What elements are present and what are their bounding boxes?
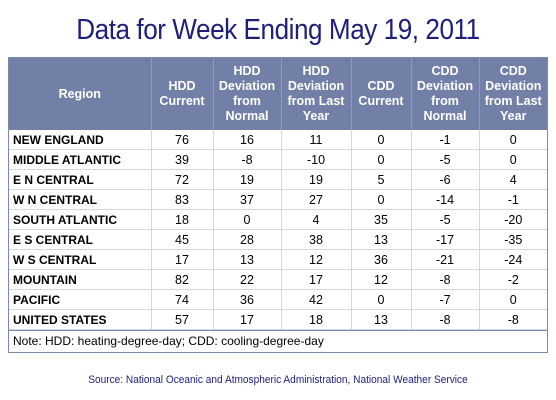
value-cell: 18 xyxy=(151,209,214,230)
table-row: W S CENTRAL 17 13 12 36 -21 -24 xyxy=(9,249,547,270)
value-cell: 28 xyxy=(213,229,282,250)
value-cell: 5 xyxy=(351,169,412,190)
table-body: NEW ENGLAND 76 16 11 0 -1 0 MIDDLE ATLANTIC 39 -8… xyxy=(9,130,547,330)
value-cell: 12 xyxy=(351,269,412,290)
value-cell: 36 xyxy=(213,289,282,310)
value-cell: 35 xyxy=(351,209,412,230)
weather-data-table: Region HDD Current HDD Deviation from No… xyxy=(9,58,547,330)
table-row: E N CENTRAL 72 19 19 5 -6 4 xyxy=(9,169,547,190)
value-cell: 17 xyxy=(151,249,214,270)
value-cell: -8 xyxy=(213,149,282,170)
value-cell: -17 xyxy=(411,229,480,250)
value-cell: 72 xyxy=(151,169,214,190)
table-row: PACIFIC 74 36 42 0 -7 0 xyxy=(9,289,547,310)
value-cell: -1 xyxy=(411,130,480,150)
value-cell: -5 xyxy=(411,209,480,230)
value-cell: 0 xyxy=(351,189,412,210)
chart-title: Data for Week Ending May 19, 2011 xyxy=(76,14,480,46)
value-cell: 0 xyxy=(351,289,412,310)
value-cell: -35 xyxy=(479,229,547,250)
column-header: CDD Deviation from Last Year xyxy=(479,58,547,130)
value-cell: 4 xyxy=(281,209,352,230)
value-cell: 13 xyxy=(351,309,412,330)
value-cell: -6 xyxy=(411,169,480,190)
data-table-container: Region HDD Current HDD Deviation from No… xyxy=(8,57,548,353)
value-cell: 4 xyxy=(479,169,547,190)
value-cell: 83 xyxy=(151,189,214,210)
column-header: CDD Current xyxy=(351,58,412,130)
column-header: HDD Deviation from Normal xyxy=(213,58,282,130)
value-cell: -8 xyxy=(411,309,480,330)
table-row: E S CENTRAL 45 28 38 13 -17 -35 xyxy=(9,229,547,250)
value-cell: -24 xyxy=(479,249,547,270)
region-cell: MIDDLE ATLANTIC xyxy=(9,149,152,170)
value-cell: 0 xyxy=(479,149,547,170)
value-cell: 0 xyxy=(213,209,282,230)
value-cell: -8 xyxy=(411,269,480,290)
value-cell: 18 xyxy=(281,309,352,330)
value-cell: -1 xyxy=(479,189,547,210)
region-cell: MOUNTAIN xyxy=(9,269,152,290)
value-cell: 22 xyxy=(213,269,282,290)
value-cell: -10 xyxy=(281,149,352,170)
column-header: HDD Deviation from Last Year xyxy=(281,58,352,130)
value-cell: 17 xyxy=(213,309,282,330)
header-row: Region HDD Current HDD Deviation from No… xyxy=(9,58,547,130)
value-cell: -14 xyxy=(411,189,480,210)
region-cell: NEW ENGLAND xyxy=(9,130,152,150)
value-cell: 17 xyxy=(281,269,352,290)
value-cell: 13 xyxy=(351,229,412,250)
region-cell: E S CENTRAL xyxy=(9,229,152,250)
value-cell: -7 xyxy=(411,289,480,310)
column-header: HDD Current xyxy=(151,58,214,130)
value-cell: 42 xyxy=(281,289,352,310)
value-cell: 11 xyxy=(281,130,352,150)
region-cell: E N CENTRAL xyxy=(9,169,152,190)
value-cell: 0 xyxy=(479,289,547,310)
value-cell: 19 xyxy=(281,169,352,190)
value-cell: 0 xyxy=(351,149,412,170)
table-row: SOUTH ATLANTIC 18 0 4 35 -5 -20 xyxy=(9,209,547,230)
value-cell: 74 xyxy=(151,289,214,310)
value-cell: -5 xyxy=(411,149,480,170)
value-cell: 12 xyxy=(281,249,352,270)
source-text: Source: National Oceanic and Atmospheric… xyxy=(88,374,468,386)
value-cell: -8 xyxy=(479,309,547,330)
table-row: UNITED STATES 57 17 18 13 -8 -8 xyxy=(9,309,547,330)
value-cell: 13 xyxy=(213,249,282,270)
value-cell: 19 xyxy=(213,169,282,190)
value-cell: 76 xyxy=(151,130,214,150)
table-row: NEW ENGLAND 76 16 11 0 -1 0 xyxy=(9,130,547,150)
value-cell: 38 xyxy=(281,229,352,250)
value-cell: -20 xyxy=(479,209,547,230)
value-cell: 39 xyxy=(151,149,214,170)
value-cell: 16 xyxy=(213,130,282,150)
value-cell: -2 xyxy=(479,269,547,290)
value-cell: -21 xyxy=(411,249,480,270)
value-cell: 0 xyxy=(351,130,412,150)
table-row: MOUNTAIN 82 22 17 12 -8 -2 xyxy=(9,269,547,290)
value-cell: 57 xyxy=(151,309,214,330)
value-cell: 37 xyxy=(213,189,282,210)
region-cell: SOUTH ATLANTIC xyxy=(9,209,152,230)
value-cell: 45 xyxy=(151,229,214,250)
value-cell: 0 xyxy=(479,130,547,150)
region-cell: PACIFIC xyxy=(9,289,152,310)
table-row: W N CENTRAL 83 37 27 0 -14 -1 xyxy=(9,189,547,210)
column-header: Region xyxy=(9,58,152,130)
column-header: CDD Deviation from Normal xyxy=(411,58,480,130)
value-cell: 27 xyxy=(281,189,352,210)
region-cell: W S CENTRAL xyxy=(9,249,152,270)
region-cell: UNITED STATES xyxy=(9,309,152,330)
region-cell: W N CENTRAL xyxy=(9,189,152,210)
value-cell: 82 xyxy=(151,269,214,290)
table-note: Note: HDD: heating-degree-day; CDD: cool… xyxy=(9,330,547,352)
value-cell: 36 xyxy=(351,249,412,270)
table-row: MIDDLE ATLANTIC 39 -8 -10 0 -5 0 xyxy=(9,149,547,170)
